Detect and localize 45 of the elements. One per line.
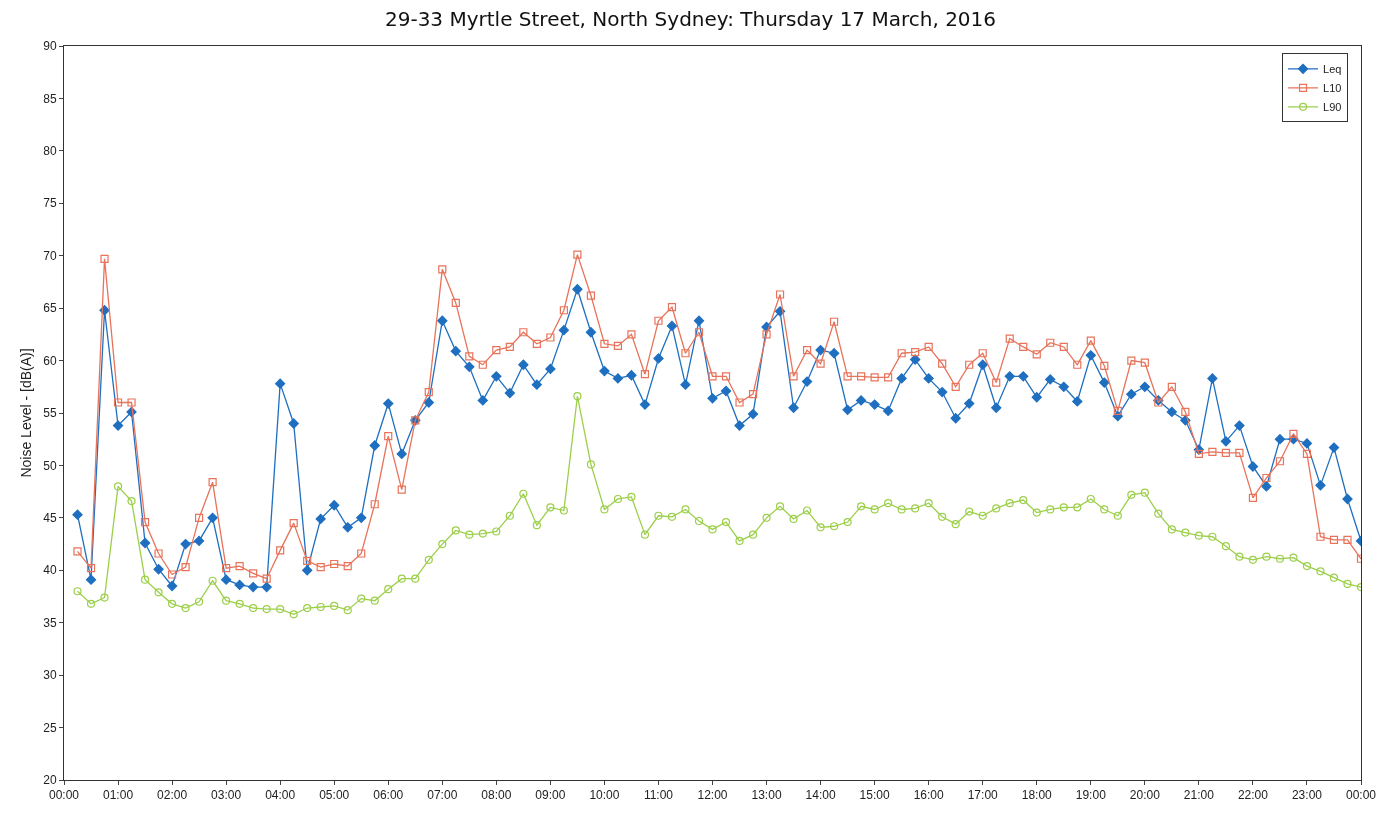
y-tick-label: 65 — [43, 301, 57, 316]
y-tick-label: 50 — [43, 458, 57, 473]
x-tick-label: 18:00 — [1021, 788, 1053, 803]
y-tick-label: 30 — [43, 668, 57, 683]
legend-label: L10 — [1323, 82, 1342, 95]
y-tick-label: 55 — [43, 406, 57, 421]
x-tick-label: 09:00 — [535, 788, 566, 803]
y-tick-label: 40 — [43, 563, 57, 578]
legend-label: Leq — [1323, 63, 1342, 76]
x-tick-label: 19:00 — [1075, 788, 1107, 803]
chart-title: 29-33 Myrtle Street, North Sydney: Thursday 17 March, 2016 — [384, 7, 997, 32]
y-tick-label: 90 — [43, 39, 57, 54]
y-axis-title: Noise Level - [dB(A)] — [17, 348, 34, 478]
x-tick-label: 12:00 — [697, 788, 728, 803]
x-tick-label: 11:00 — [643, 788, 674, 803]
x-tick-label: 21:00 — [1183, 788, 1215, 803]
y-tick-label: 20 — [43, 773, 57, 788]
x-tick-label: 13:00 — [751, 788, 782, 803]
x-tick-label: 22:00 — [1237, 788, 1269, 803]
x-tick-label: 07:00 — [427, 788, 458, 803]
y-tick-label: 60 — [43, 353, 57, 368]
x-tick-label: 16:00 — [913, 788, 945, 803]
y-tick-label: 70 — [43, 248, 57, 263]
x-tick-label: 17:00 — [967, 788, 999, 803]
y-tick-label: 25 — [43, 720, 57, 735]
x-tick-label: 20:00 — [1129, 788, 1161, 803]
x-tick-label: 23:00 — [1291, 788, 1323, 803]
x-tick-label: 15:00 — [859, 788, 890, 803]
x-tick-label: 05:00 — [319, 788, 350, 803]
x-tick-label: 00:00 — [48, 788, 80, 803]
legend-label: L90 — [1323, 101, 1342, 114]
x-tick-label: 14:00 — [805, 788, 836, 803]
x-tick-label: 03:00 — [211, 788, 242, 803]
x-tick-label: 01:00 — [103, 788, 134, 803]
y-tick-label: 80 — [43, 144, 57, 159]
x-tick-label: 08:00 — [481, 788, 512, 803]
y-tick-label: 85 — [43, 91, 57, 106]
x-tick-label: 02:00 — [157, 788, 188, 803]
x-tick-label: 10:00 — [589, 788, 620, 803]
x-tick-label: 06:00 — [373, 788, 404, 803]
x-tick-label: 04:00 — [265, 788, 296, 803]
y-tick-label: 45 — [43, 511, 57, 526]
y-tick-label: 35 — [43, 615, 57, 630]
y-tick-label: 75 — [43, 196, 57, 211]
x-tick-label: 00:00 — [1345, 788, 1377, 803]
